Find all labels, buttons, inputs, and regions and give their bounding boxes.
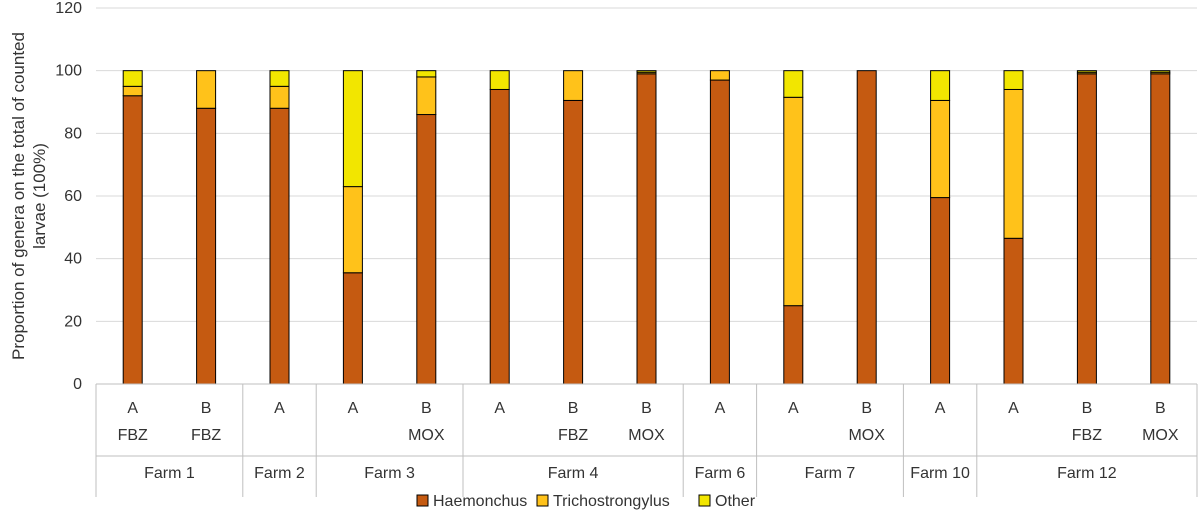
bar-segment-haemonchus (783, 305, 804, 385)
bar-label: B (861, 400, 872, 417)
bar-label: A (1008, 400, 1019, 417)
bars (122, 70, 1171, 385)
bar-segment-other (1076, 70, 1097, 73)
legend-swatch (698, 494, 711, 507)
bar-segment-trichostrongylus (930, 99, 951, 199)
group-label: Farm 4 (548, 465, 599, 482)
group-label: Farm 10 (910, 465, 970, 482)
bar-segment-haemonchus (563, 99, 584, 385)
y-tick-label: 120 (55, 0, 82, 17)
bar-segment-other (416, 70, 437, 78)
bar-segment-haemonchus (856, 70, 877, 385)
bar-label: A (715, 400, 726, 417)
bar-label: A (274, 400, 285, 417)
bar-segment-trichostrongylus (196, 70, 217, 109)
legend-entry-other: Other (715, 493, 756, 510)
y-axis-label: Proportion of genera on the total of cou… (9, 32, 49, 360)
bar-segment-other (783, 70, 804, 98)
y-tick-label: 100 (55, 63, 82, 80)
x-axis-labels: A FBZ B FBZ Farm 1 A Farm 2 A B MOX Farm 3 A B FBZ B MO… (118, 400, 1179, 482)
bar-segment-other (1003, 70, 1024, 90)
group-label: Farm 6 (695, 465, 746, 482)
bar-segment-haemonchus (342, 272, 363, 385)
bar-label: A (348, 400, 359, 417)
group-label: Farm 12 (1057, 465, 1117, 482)
bar-sublabel: MOX (408, 427, 445, 444)
legend: Haemonchus Trichostrongylus Other (416, 493, 756, 510)
bar-segment-haemonchus (1003, 237, 1024, 385)
legend-swatch (536, 494, 549, 507)
bar-segment-trichostrongylus (1003, 88, 1024, 239)
group-label: Farm 2 (254, 465, 305, 482)
bar-label: B (1082, 400, 1093, 417)
bar-segment-haemonchus (709, 79, 730, 385)
bar-segment-other (930, 70, 951, 101)
bar-sublabel: MOX (628, 427, 665, 444)
y-tick-label: 60 (64, 188, 82, 205)
bar-segment-trichostrongylus (342, 186, 363, 274)
y-tick-label: 0 (73, 376, 82, 393)
bar-segment-haemonchus (416, 114, 437, 385)
bar-segment-trichostrongylus (783, 96, 804, 307)
bar-segment-trichostrongylus (269, 85, 290, 109)
bar-sublabel: FBZ (118, 427, 148, 444)
legend-swatch (416, 494, 429, 507)
bar-label: B (568, 400, 579, 417)
group-label: Farm 7 (805, 465, 856, 482)
legend-entry-trichostrongylus: Trichostrongylus (553, 493, 670, 510)
bar-segment-other (342, 70, 363, 188)
bar-segment-other (489, 70, 510, 90)
bar-segment-haemonchus (1150, 73, 1171, 385)
bar-label: B (1155, 400, 1166, 417)
bar-label: A (494, 400, 505, 417)
y-tick-label: 40 (64, 251, 82, 268)
bar-sublabel: FBZ (558, 427, 588, 444)
bar-segment-haemonchus (930, 197, 951, 385)
bar-segment-haemonchus (636, 73, 657, 385)
bar-label: B (201, 400, 212, 417)
bar-label: B (421, 400, 432, 417)
bar-label: A (935, 400, 946, 417)
y-axis-label-line: larvae (100%) (30, 143, 49, 249)
bar-label: A (788, 400, 799, 417)
group-label: Farm 3 (364, 465, 415, 482)
legend-entry-haemonchus: Haemonchus (433, 493, 527, 510)
bar-segment-other (1150, 70, 1171, 73)
bar-sublabel: FBZ (191, 427, 221, 444)
bar-segment-other (636, 70, 657, 73)
bar-segment-haemonchus (1076, 73, 1097, 385)
bar-label: A (127, 400, 138, 417)
bar-segment-other (269, 70, 290, 87)
bar-segment-haemonchus (196, 107, 217, 385)
group-label: Farm 1 (144, 465, 195, 482)
y-axis-label-line: Proportion of genera on the total of cou… (9, 32, 28, 360)
bar-segment-trichostrongylus (122, 85, 143, 97)
x-axis (95, 383, 1198, 497)
bar-label: B (641, 400, 652, 417)
y-tick-label: 20 (64, 313, 82, 330)
bar-sublabel: MOX (1142, 427, 1179, 444)
y-axis-ticks: 0 20 40 60 80 100 120 (55, 0, 82, 393)
bar-segment-haemonchus (489, 88, 510, 385)
bar-segment-haemonchus (269, 107, 290, 385)
bar-sublabel: MOX (848, 427, 885, 444)
bar-segment-trichostrongylus (416, 76, 437, 116)
y-tick-label: 80 (64, 125, 82, 142)
bar-sublabel: FBZ (1072, 427, 1102, 444)
bar-segment-trichostrongylus (563, 70, 584, 101)
bar-segment-haemonchus (122, 95, 143, 385)
bar-segment-other (122, 70, 143, 87)
bar-segment-trichostrongylus (709, 70, 730, 81)
